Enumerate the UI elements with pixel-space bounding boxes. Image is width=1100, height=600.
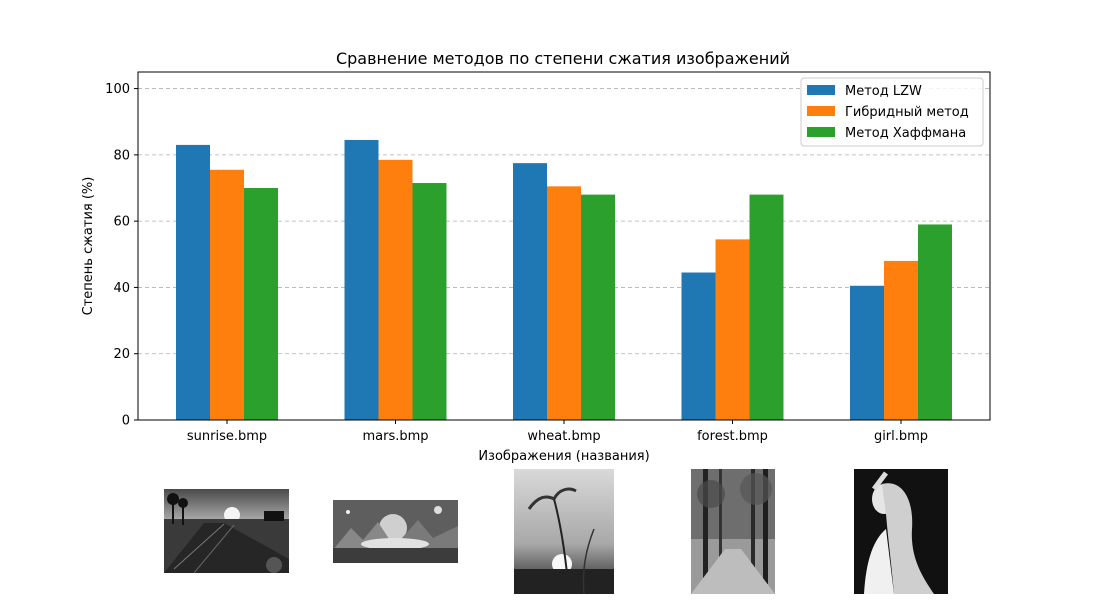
girl-portrait-thumbnail (854, 469, 948, 594)
bar (176, 144, 210, 420)
bar (547, 186, 581, 420)
x-axis-label: Изображения (названия) (478, 449, 649, 464)
bar (850, 285, 884, 420)
bar (749, 194, 784, 420)
chart-title: Сравнение методов по степени сжатия изоб… (336, 49, 790, 68)
y-tick-label: 40 (113, 281, 130, 296)
x-tick-label: girl.bmp (874, 429, 928, 444)
bar (918, 224, 952, 420)
y-axis-label: Степень сжатия (%) (81, 177, 96, 316)
y-tick-label: 0 (122, 414, 130, 429)
legend-entry: Метод LZW (845, 84, 922, 99)
bar (513, 163, 547, 420)
wheat-ear-thumbnail (514, 469, 614, 594)
x-tick-label: sunrise.bmp (187, 429, 267, 444)
legend-swatch (807, 127, 835, 137)
bars-group (176, 139, 952, 421)
bar (681, 272, 716, 420)
legend-swatch (807, 106, 835, 116)
legend-swatch (807, 85, 835, 95)
bar (344, 139, 379, 420)
y-axis-ticks: 0 20 40 60 80 100 (105, 82, 138, 429)
bar (884, 260, 918, 420)
bar (412, 183, 447, 420)
y-tick-label: 80 (113, 148, 130, 163)
y-tick-label: 60 (113, 215, 130, 230)
bar (244, 188, 278, 420)
legend-box (800, 77, 984, 147)
x-tick-label: mars.bmp (362, 429, 428, 444)
mountain-landscape-thumbnail (333, 500, 458, 563)
bar (210, 169, 244, 420)
y-tick-label: 20 (113, 347, 130, 362)
x-tick-label: forest.bmp (697, 429, 768, 444)
legend-entry: Метод Хаффмана (845, 126, 966, 141)
x-tick-label: wheat.bmp (527, 429, 600, 444)
x-axis-ticks: sunrise.bmp mars.bmp wheat.bmp forest.bmp gi… (187, 420, 928, 444)
legend-entry: Гибридный метод (845, 105, 969, 120)
bar (378, 159, 413, 421)
sunrise-landscape-thumbnail (164, 489, 289, 573)
y-tick-label: 100 (105, 82, 130, 97)
forest-path-thumbnail (691, 469, 775, 594)
bar (715, 239, 750, 420)
legend: Метод LZW Гибридный метод Метод Хаффмана (800, 77, 984, 147)
bar (581, 194, 615, 420)
